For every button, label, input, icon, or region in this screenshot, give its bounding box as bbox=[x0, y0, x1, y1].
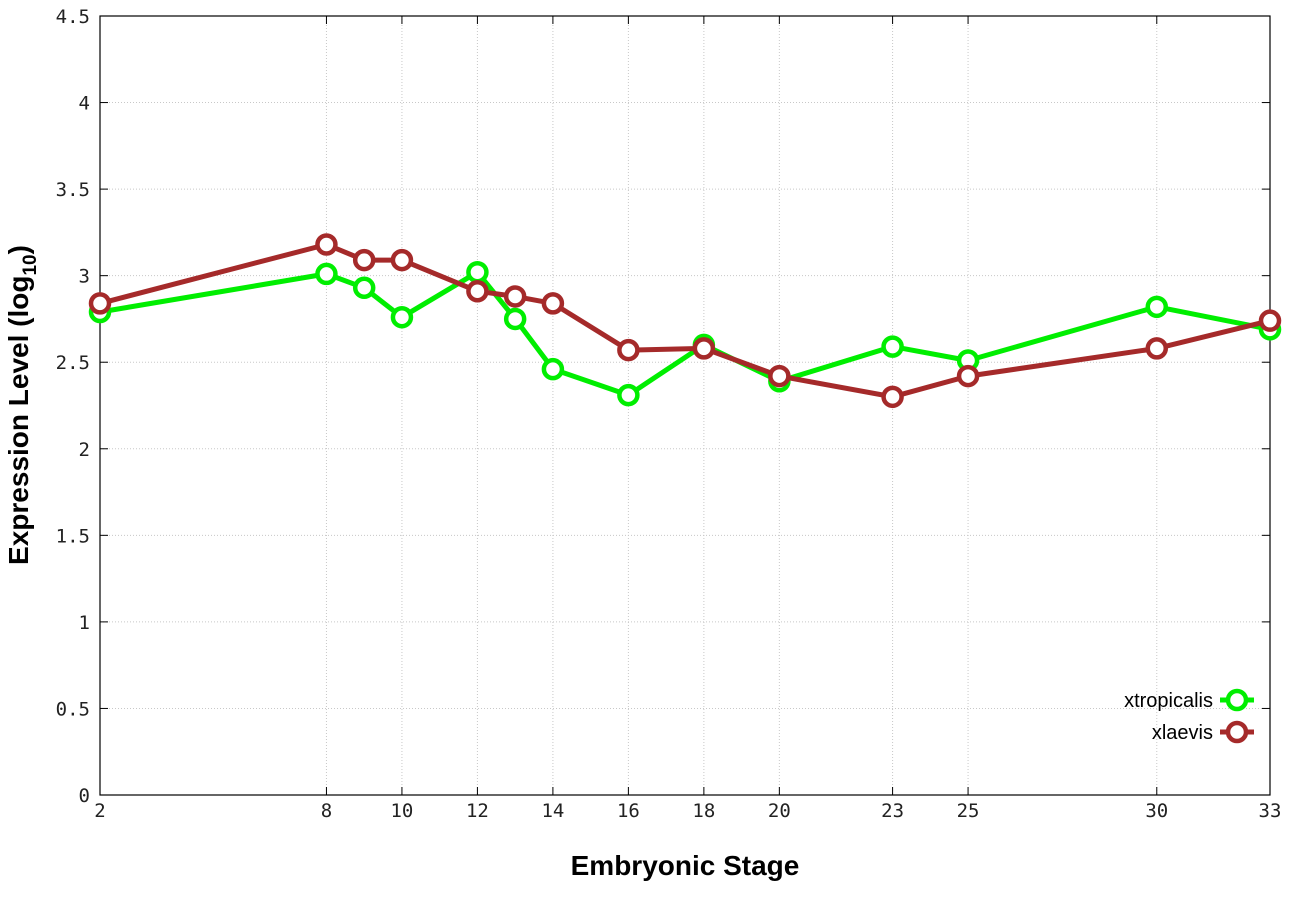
y-tick-label: 1.5 bbox=[56, 525, 90, 547]
legend-marker bbox=[1225, 688, 1249, 712]
x-tick-label: 10 bbox=[390, 800, 413, 822]
data-point bbox=[881, 335, 904, 358]
data-point bbox=[88, 292, 112, 315]
legend-label: xlaevis bbox=[1152, 722, 1213, 744]
y-tick-label: 2 bbox=[79, 439, 90, 461]
y-axis-title-close: ) bbox=[3, 245, 34, 254]
y-tick-label: 1 bbox=[79, 612, 90, 634]
data-point bbox=[315, 233, 338, 256]
series-line bbox=[99, 269, 1271, 398]
y-axis-tick-labels: 0 0.5 1 1.5 2 2.5 3 3.5 4 4.5 bbox=[56, 6, 90, 807]
data-point bbox=[768, 364, 791, 388]
y-tick-label: 4 bbox=[79, 93, 90, 115]
data-point bbox=[352, 248, 376, 272]
x-tick-label: 2 bbox=[94, 800, 105, 822]
x-axis-tick-labels: 2 8 10 12 14 16 18 20 23 25 30 33 bbox=[94, 800, 1281, 822]
x-tick-label: 12 bbox=[466, 800, 489, 822]
y-tick-label: 3 bbox=[79, 266, 90, 288]
y-tick-label: 0 bbox=[79, 785, 90, 807]
y-tick-label: 0.5 bbox=[56, 698, 90, 720]
x-tick-label: 33 bbox=[1259, 800, 1282, 822]
x-tick-label: 23 bbox=[881, 800, 904, 822]
grid bbox=[100, 16, 1270, 795]
data-point bbox=[466, 260, 489, 284]
y-axis-title-subscript: 10 bbox=[20, 254, 41, 275]
x-tick-label: 14 bbox=[541, 800, 564, 822]
legend-marker bbox=[1225, 720, 1249, 744]
data-point bbox=[315, 262, 338, 286]
data-point bbox=[617, 338, 640, 362]
data-point bbox=[617, 383, 640, 407]
data-point bbox=[692, 337, 716, 360]
x-tick-label: 20 bbox=[768, 800, 791, 822]
y-tick-label: 3.5 bbox=[56, 179, 90, 201]
x-tick-label: 8 bbox=[321, 800, 332, 822]
x-axis-title: Embryonic Stage bbox=[571, 850, 800, 881]
data-point bbox=[881, 385, 904, 409]
data-point bbox=[390, 248, 414, 272]
x-tick-label: 30 bbox=[1145, 800, 1168, 822]
legend-item: xlaevis bbox=[1152, 720, 1254, 744]
data-point bbox=[956, 364, 980, 388]
axis-ticks bbox=[99, 15, 1271, 796]
data-point bbox=[1145, 295, 1169, 319]
data-point bbox=[503, 307, 527, 331]
data-point bbox=[390, 305, 414, 329]
x-tick-label: 25 bbox=[957, 800, 980, 822]
series-xlaevis bbox=[88, 233, 1282, 409]
y-axis-title: Expression Level (log10) bbox=[3, 245, 41, 565]
x-tick-label: 18 bbox=[692, 800, 715, 822]
data-point bbox=[503, 285, 527, 308]
series bbox=[88, 233, 1282, 409]
data-point bbox=[541, 292, 565, 315]
legend-label: xtropicalis bbox=[1124, 690, 1213, 712]
data-point bbox=[466, 279, 489, 303]
y-axis-title-main: Expression Level (log bbox=[3, 276, 34, 565]
data-point bbox=[1145, 337, 1169, 360]
series-xtropicalis bbox=[88, 260, 1282, 407]
legend-item: xtropicalis bbox=[1124, 688, 1254, 712]
y-tick-label: 2.5 bbox=[56, 352, 90, 374]
data-point bbox=[352, 276, 376, 300]
series-line bbox=[99, 242, 1271, 400]
plot-frame bbox=[99, 15, 1271, 796]
legend: xtropicalis xlaevis bbox=[1124, 688, 1254, 744]
data-point bbox=[541, 357, 565, 381]
x-tick-label: 16 bbox=[617, 800, 640, 822]
data-point bbox=[1258, 309, 1282, 332]
y-tick-label: 4.5 bbox=[56, 6, 90, 28]
